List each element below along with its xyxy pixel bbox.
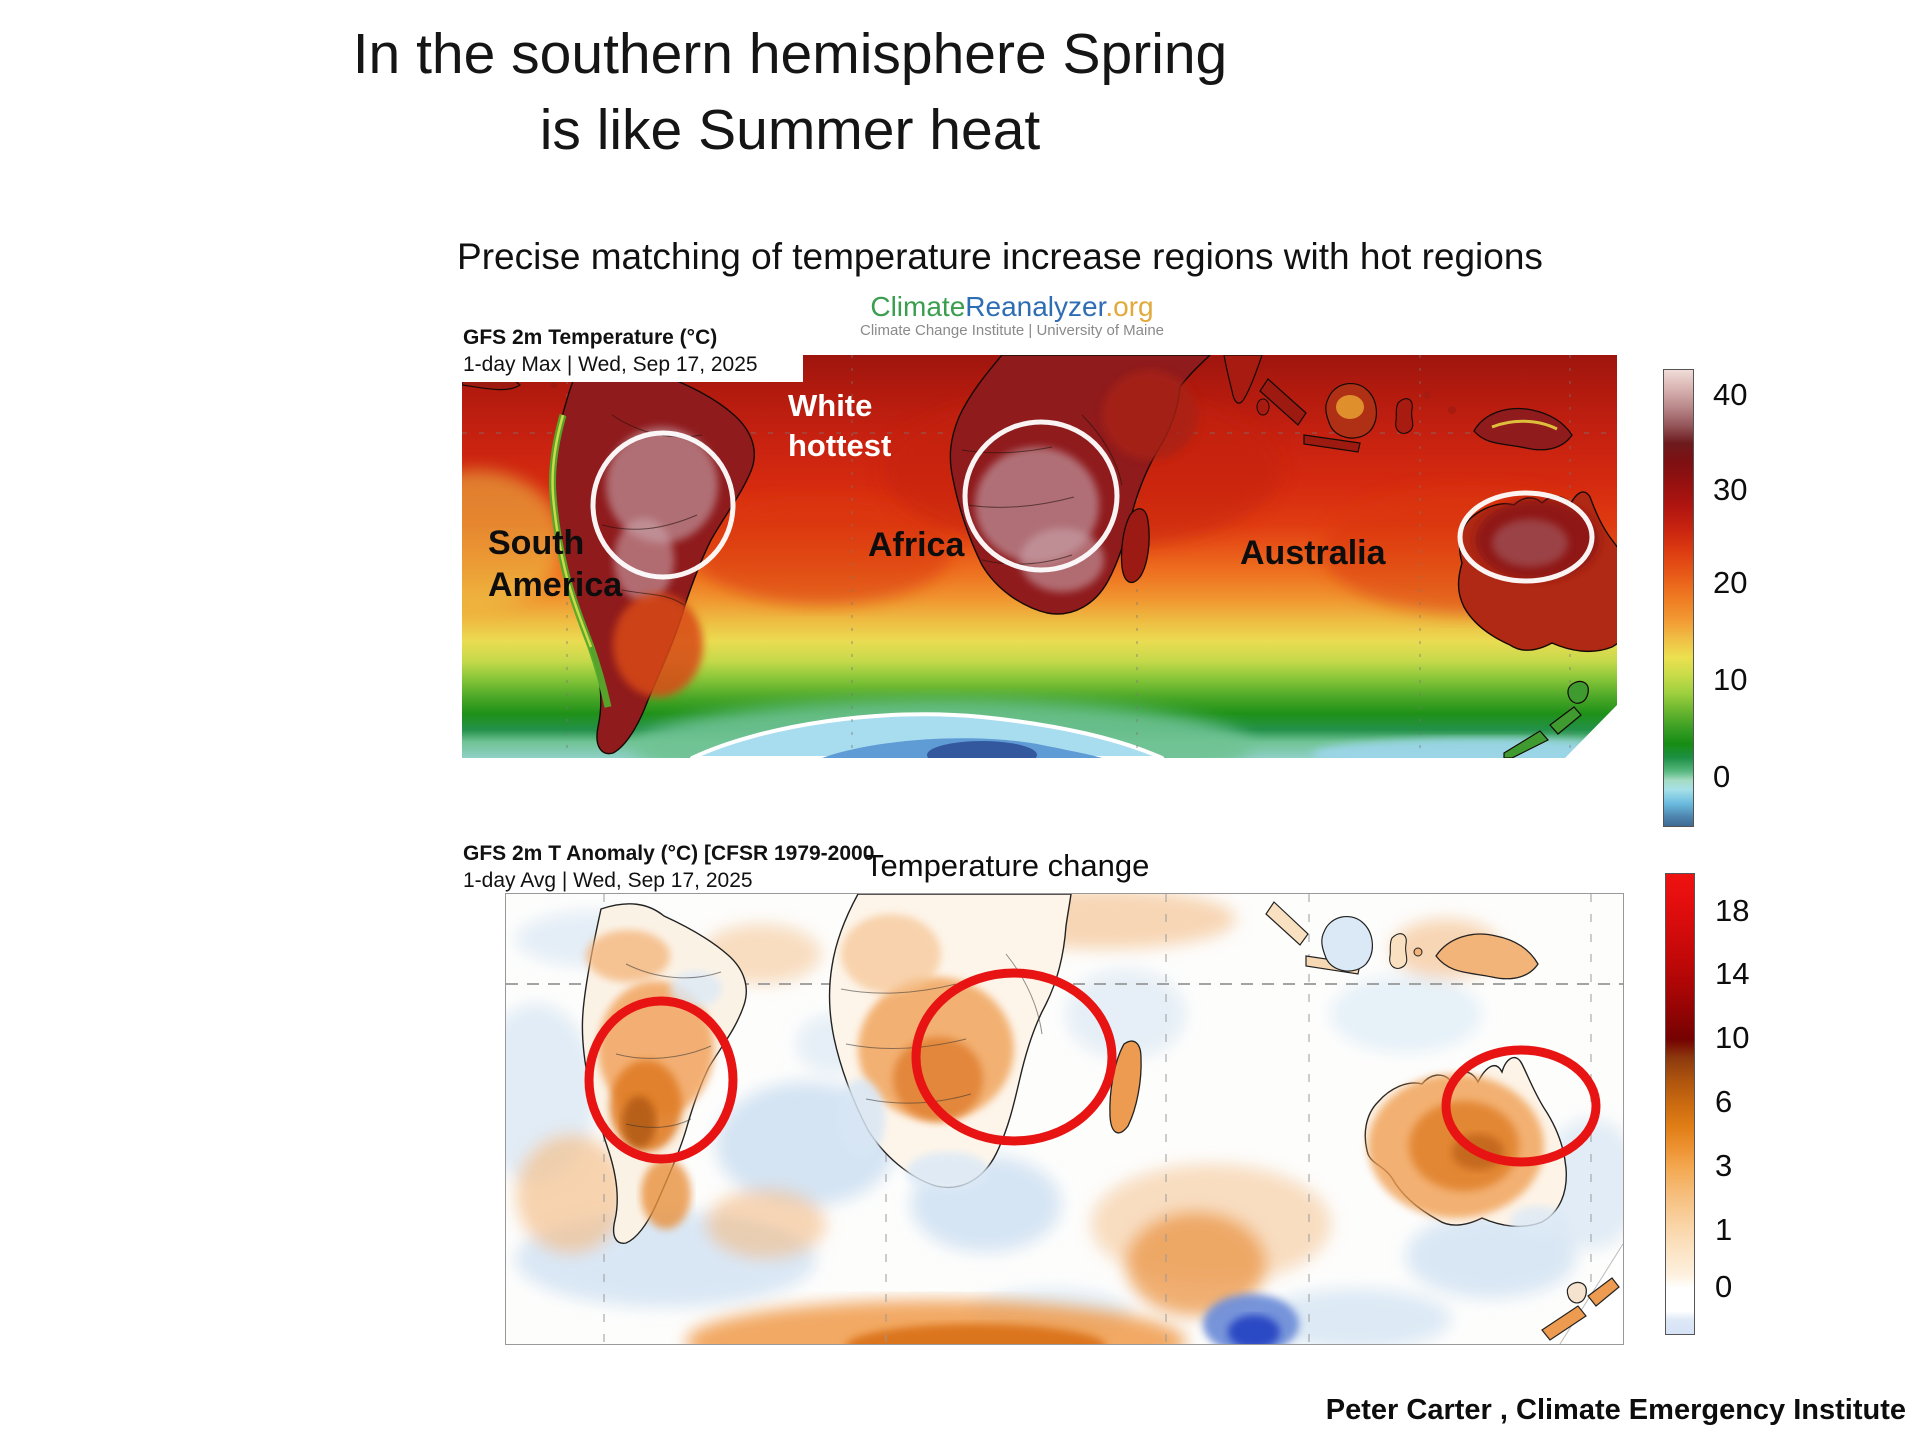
temperature-map-date: 1-day Max | Wed, Sep 17, 2025 bbox=[463, 353, 758, 376]
anomaly-map-header: GFS 2m T Anomaly (°C) [CFSR 1979-2000 1-… bbox=[455, 838, 884, 898]
anom-tick-6: 6 bbox=[1715, 1084, 1733, 1119]
anom-tick-10: 10 bbox=[1715, 1020, 1750, 1055]
temperature-map bbox=[392, 354, 1652, 795]
temp-tick-0: 0 bbox=[1713, 759, 1731, 794]
subtitle: Precise matching of temperature increase… bbox=[457, 236, 1543, 277]
anomaly-colorbar: 18 14 10 6 3 1 0 bbox=[1665, 873, 1785, 1335]
temp-tick-20: 20 bbox=[1713, 565, 1748, 600]
logo-org: .org bbox=[1105, 291, 1154, 322]
circle-australia-anomaly bbox=[1441, 1045, 1601, 1167]
label-africa: Africa bbox=[868, 526, 965, 564]
anom-tick-1: 1 bbox=[1715, 1212, 1733, 1247]
label-america: America bbox=[488, 566, 623, 604]
anom-tick-3: 3 bbox=[1715, 1148, 1733, 1183]
circle-africa-hot bbox=[962, 419, 1120, 573]
label-south: South bbox=[488, 524, 585, 562]
logo-climate: Climate bbox=[870, 291, 966, 322]
temperature-colorbar-gradient bbox=[1663, 369, 1694, 827]
page-title: In the southern hemisphere Spring is lik… bbox=[0, 16, 1580, 168]
logo-tagline: Climate Change Institute | University of… bbox=[859, 322, 1165, 339]
anomaly-map bbox=[476, 889, 1641, 1384]
circle-south-america-anomaly bbox=[584, 996, 738, 1164]
warming-region-circles bbox=[584, 968, 1601, 1167]
circle-africa-anomaly bbox=[911, 968, 1117, 1146]
annotation-hottest: hottest bbox=[788, 428, 892, 463]
temperature-map-header: GFS 2m Temperature (°C) 1-day Max | Wed,… bbox=[455, 322, 803, 382]
title-line-2: is like Summer heat bbox=[539, 98, 1041, 162]
temperature-map-graphic bbox=[392, 354, 1652, 795]
anomaly-colorbar-gradient bbox=[1665, 873, 1695, 1335]
annotation-temperature-change: Temperature change bbox=[865, 848, 1150, 883]
label-south-america: South America bbox=[488, 522, 622, 606]
logo-wordmark: ClimateReanalyzer.org bbox=[812, 292, 1212, 322]
anomaly-map-graphic bbox=[476, 889, 1641, 1384]
attribution: Peter Carter , Climate Emergency Institu… bbox=[1325, 1394, 1906, 1426]
annotation-white: White bbox=[788, 388, 873, 423]
title-line-1: In the southern hemisphere Spring bbox=[352, 22, 1228, 86]
temp-tick-30: 30 bbox=[1713, 472, 1748, 507]
circle-australia-hot bbox=[1457, 490, 1595, 584]
label-australia: Australia bbox=[1240, 534, 1386, 572]
climate-reanalyzer-logo: ClimateReanalyzer.org Climate Change Ins… bbox=[812, 292, 1212, 340]
temperature-map-title: GFS 2m Temperature (°C) bbox=[463, 326, 718, 349]
hot-region-circles bbox=[590, 419, 1595, 584]
annotation-white-hottest: White hottest bbox=[788, 386, 891, 466]
anom-tick-14: 14 bbox=[1715, 956, 1750, 991]
temp-tick-40: 40 bbox=[1713, 377, 1748, 412]
temperature-colorbar: 40 30 20 10 0 bbox=[1663, 369, 1783, 827]
logo-reanalyzer: Reanalyzer bbox=[965, 291, 1106, 322]
anom-tick-0: 0 bbox=[1715, 1269, 1733, 1304]
circle-south-america-hot bbox=[590, 430, 736, 580]
anom-tick-18: 18 bbox=[1715, 893, 1750, 928]
anomaly-map-title: GFS 2m T Anomaly (°C) [CFSR 1979-2000 bbox=[463, 842, 875, 865]
temp-tick-10: 10 bbox=[1713, 662, 1748, 697]
anomaly-map-date: 1-day Avg | Wed, Sep 17, 2025 bbox=[463, 869, 753, 892]
